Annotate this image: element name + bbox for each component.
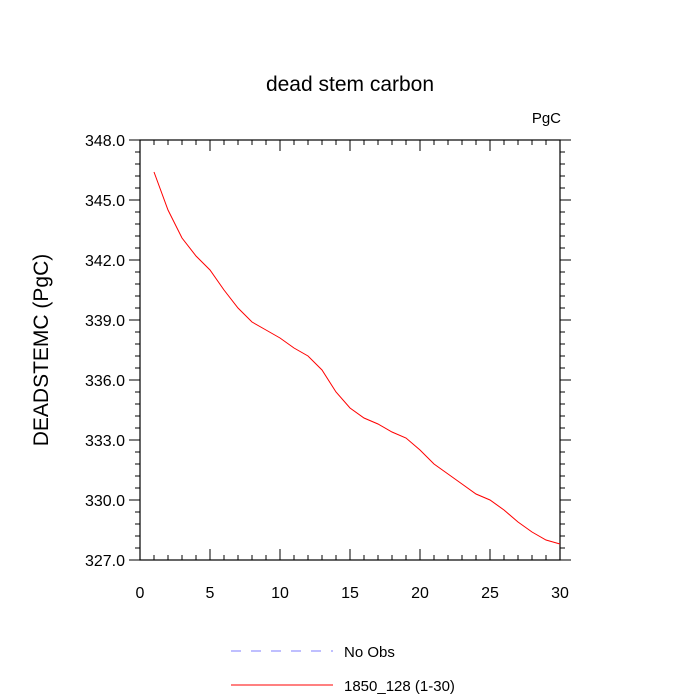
y-axis-label: DEADSTEMC (PgC)	[30, 254, 53, 447]
x-tick-label: 10	[271, 585, 289, 602]
y-tick-labels: 327.0 330.0 333.0 336.0 339.0 342.0 345.0 348.0	[85, 133, 125, 570]
plot-frame	[139, 139, 561, 561]
y-tick-label: 339.0	[85, 313, 125, 330]
y-tick-label: 345.0	[85, 193, 125, 210]
axis-ticks	[129, 139, 571, 561]
units-label: PgC	[532, 110, 561, 127]
series-line-1	[153, 171, 561, 545]
y-tick-label: 342.0	[85, 253, 125, 270]
series-lines	[153, 171, 561, 545]
y-tick-label: 327.0	[85, 553, 125, 570]
y-tick-label: 333.0	[85, 433, 125, 450]
legend-label-1850-128: 1850_128 (1-30)	[344, 678, 455, 695]
y-tick-label: 336.0	[85, 373, 125, 390]
y-tick-label: 348.0	[85, 133, 125, 150]
x-tick-label: 20	[411, 585, 429, 602]
x-tick-label: 0	[136, 585, 145, 602]
y-tick-label: 330.0	[85, 493, 125, 510]
x-tick-labels: 0 5 10 15 20 25 30	[136, 585, 569, 602]
legend: No Obs 1850_128 (1-30)	[231, 644, 455, 695]
chart-title: dead stem carbon	[266, 73, 434, 96]
legend-label-no-obs: No Obs	[344, 644, 395, 661]
x-tick-label: 5	[206, 585, 215, 602]
x-tick-label: 25	[481, 585, 499, 602]
x-tick-label: 30	[551, 585, 569, 602]
x-tick-label: 15	[341, 585, 359, 602]
